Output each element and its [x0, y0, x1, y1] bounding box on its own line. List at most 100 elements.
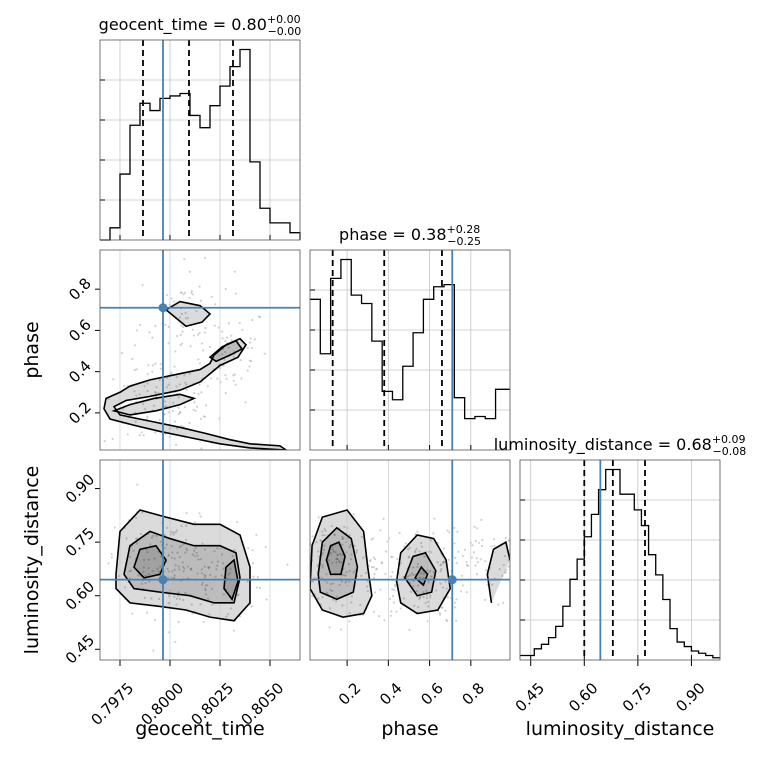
sample-point: [167, 383, 170, 386]
sample-point: [448, 531, 451, 534]
sample-point: [194, 409, 197, 412]
sample-point: [426, 569, 429, 572]
sample-point: [285, 575, 287, 577]
sample-point: [439, 569, 442, 573]
sample-point: [322, 548, 326, 551]
sample-point: [427, 605, 430, 608]
sample-point: [166, 576, 170, 579]
sample-point: [504, 536, 507, 540]
contour-line-1-1: [123, 530, 241, 604]
sample-point: [193, 401, 196, 404]
sample-point: [147, 364, 150, 367]
sample-point: [180, 524, 183, 528]
sample-point: [203, 415, 207, 418]
sample-point: [408, 628, 411, 631]
sample-point: [186, 565, 189, 568]
panel-frame-pair-1: [99, 459, 301, 661]
sample-point: [180, 544, 183, 548]
sample-point: [410, 572, 414, 575]
sample-point: [177, 620, 180, 624]
sample-point: [442, 561, 445, 564]
sample-point: [340, 561, 344, 564]
sample-point: [171, 570, 174, 573]
x-tick-label-luminosity_distance-0: 0.45: [512, 679, 548, 715]
sample-point: [265, 598, 268, 601]
sample-point: [182, 598, 185, 602]
sample-point: [155, 386, 158, 389]
sample-point: [198, 512, 201, 515]
sample-point: [193, 554, 196, 558]
sample-point: [222, 567, 225, 570]
sample-point: [199, 515, 202, 518]
sample-point: [178, 556, 181, 559]
sample-point: [139, 323, 142, 326]
sample-point: [375, 567, 378, 570]
sample-point: [154, 391, 157, 395]
sample-point: [180, 342, 184, 345]
y-axis-label-luminosity_distance: luminosity_distance: [21, 466, 43, 655]
sample-point: [374, 568, 378, 571]
sample-point: [233, 270, 236, 273]
sample-point: [155, 534, 158, 538]
sample-point: [182, 293, 185, 296]
sample-point: [333, 533, 336, 537]
sample-point: [456, 530, 459, 533]
sample-point: [374, 557, 377, 561]
sample-point: [232, 374, 235, 377]
sample-point: [251, 549, 254, 552]
sample-point: [414, 551, 417, 554]
y-tick-label-phase-2: 0.6: [65, 316, 95, 346]
sample-point: [204, 404, 208, 407]
sample-point: [226, 576, 229, 580]
sample-point: [154, 390, 157, 394]
sample-point: [250, 346, 254, 350]
sample-point: [384, 550, 388, 553]
sample-point: [203, 576, 206, 579]
sample-point: [214, 575, 217, 578]
sample-point: [201, 349, 205, 352]
sample-point: [129, 569, 133, 572]
y-tick-label-luminosity_distance-1: 0.60: [62, 578, 98, 614]
sample-point: [229, 607, 233, 610]
sample-point: [203, 331, 206, 334]
sample-point: [170, 530, 173, 533]
sample-point: [216, 560, 220, 563]
sample-point: [142, 402, 145, 405]
sample-point: [402, 597, 406, 600]
sample-point: [463, 548, 467, 551]
sample-point: [325, 667, 327, 669]
sample-point: [439, 613, 442, 616]
sample-point: [181, 330, 184, 333]
sample-point: [283, 568, 285, 570]
sample-point: [514, 569, 516, 571]
sample-point: [465, 561, 468, 564]
sample-point: [336, 553, 339, 557]
sample-point: [193, 521, 196, 524]
sample-point: [246, 346, 250, 350]
sample-point: [402, 575, 405, 578]
sample-point: [138, 434, 141, 437]
sample-point: [429, 539, 433, 542]
sample-point: [377, 615, 381, 618]
sample-point: [160, 555, 163, 558]
sample-point: [206, 584, 209, 587]
sample-point: [523, 592, 525, 594]
sample-point: [135, 368, 138, 371]
sample-point: [349, 543, 352, 547]
sample-point: [131, 357, 134, 360]
sample-point: [173, 365, 176, 368]
sample-point: [170, 371, 173, 374]
panel-frame-pair-2: [309, 459, 511, 661]
x-tick-label-phase-1: 0.4: [376, 679, 406, 709]
sample-point: [175, 427, 179, 430]
sample-point: [113, 526, 116, 529]
sample-point: [404, 542, 408, 545]
sample-point: [170, 556, 173, 559]
sample-point: [133, 368, 136, 372]
sample-point: [409, 574, 412, 577]
sample-point: [178, 597, 181, 601]
sample-point: [412, 580, 415, 583]
sample-point: [327, 559, 331, 562]
sample-point: [339, 628, 343, 631]
